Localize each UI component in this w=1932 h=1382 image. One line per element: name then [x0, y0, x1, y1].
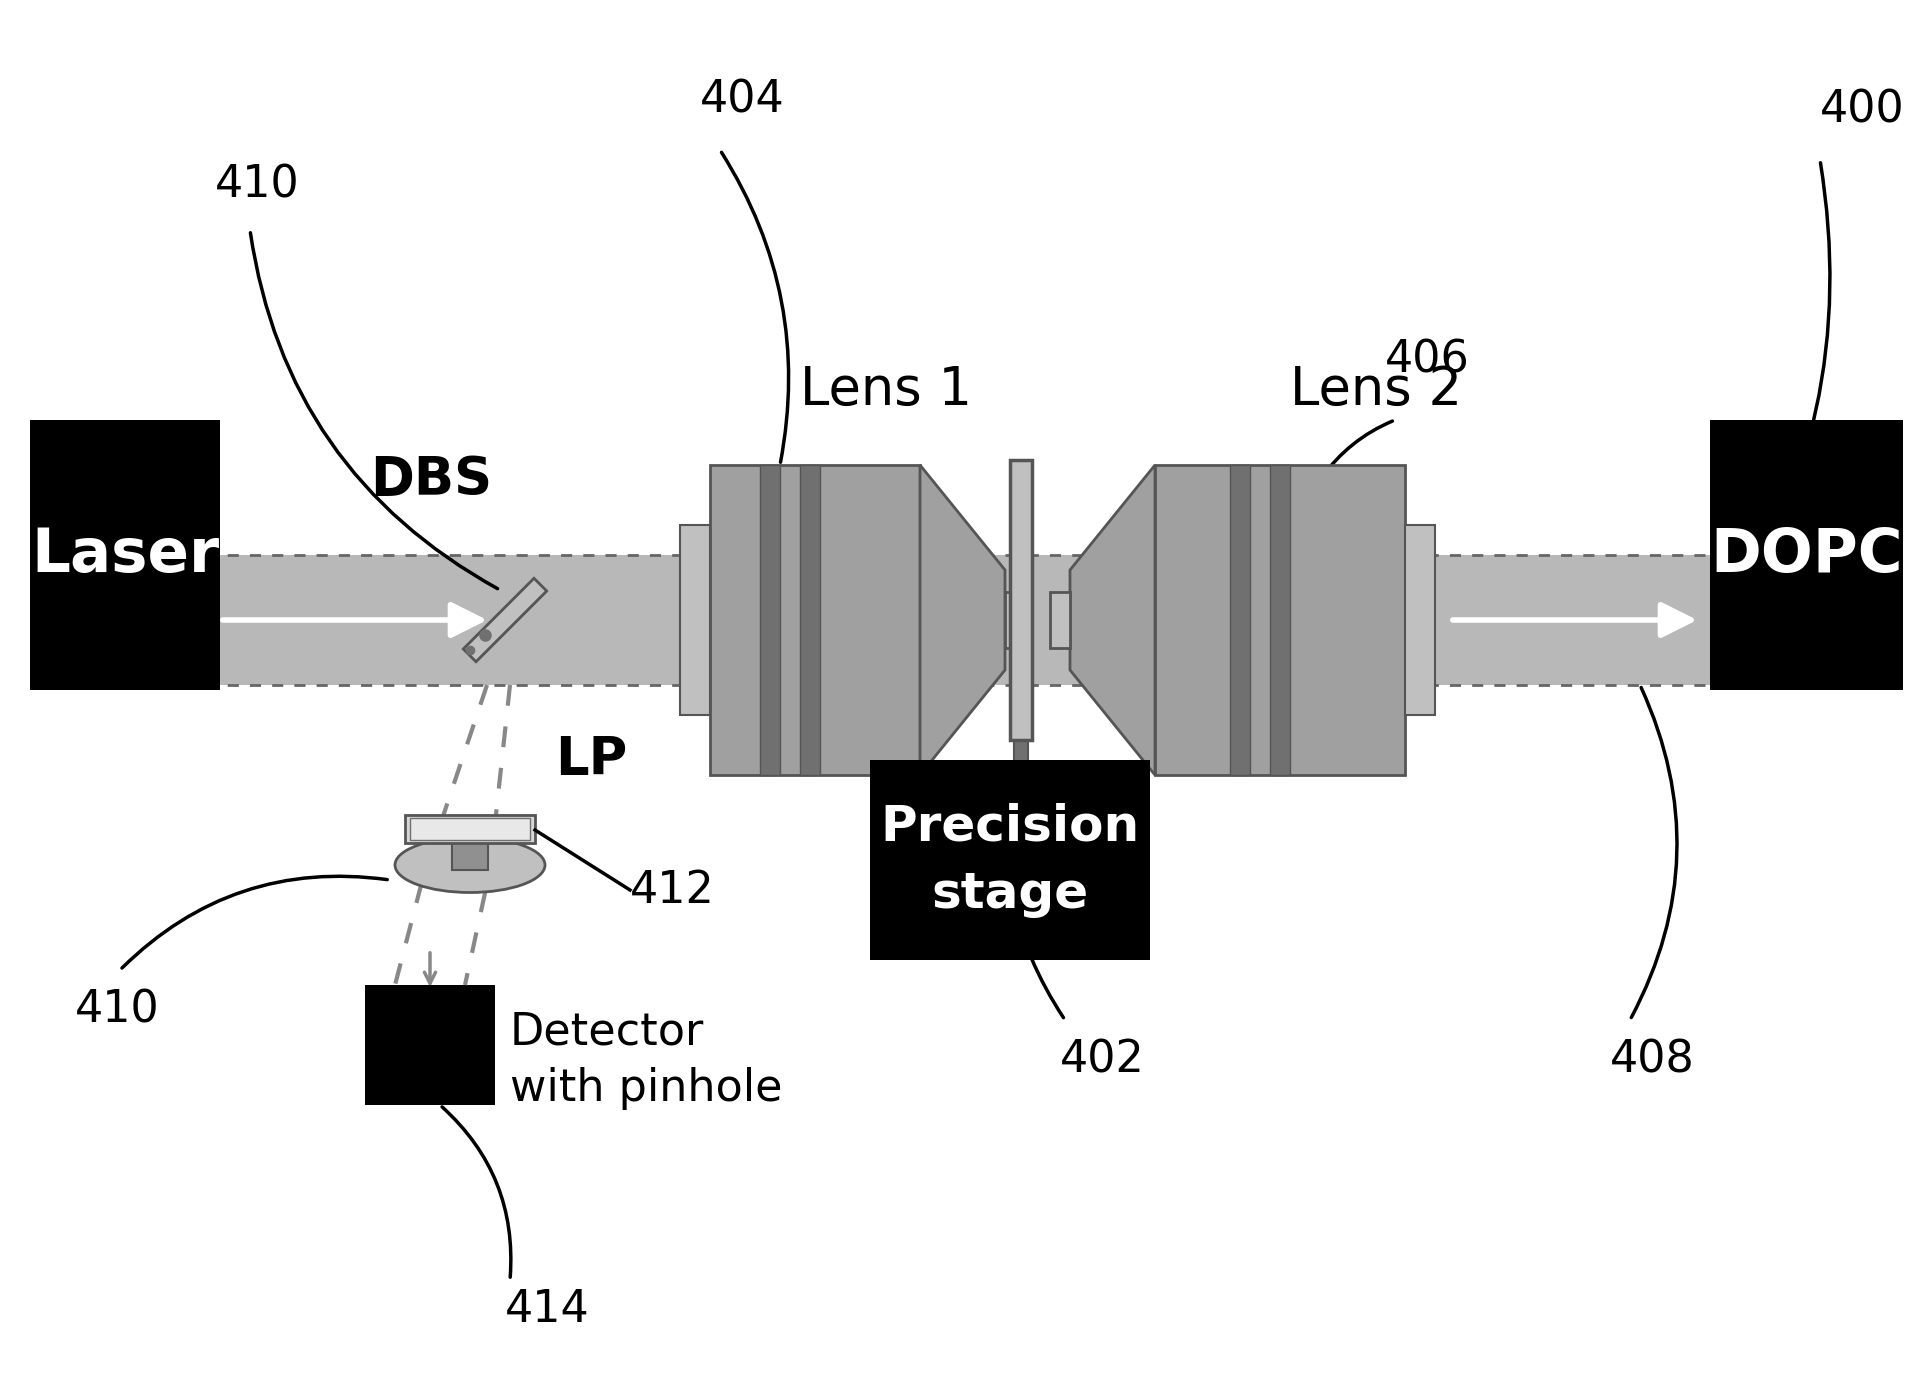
Bar: [1010, 460, 1032, 739]
Bar: [365, 985, 495, 1106]
Text: Lens 2: Lens 2: [1289, 363, 1461, 416]
Polygon shape: [1070, 464, 1155, 775]
Polygon shape: [464, 578, 547, 662]
Bar: [410, 818, 529, 840]
Bar: [452, 835, 487, 871]
Text: 410: 410: [75, 988, 160, 1031]
Text: Precision
stage: Precision stage: [879, 803, 1140, 918]
Bar: [1155, 464, 1405, 775]
Text: 402: 402: [1059, 1038, 1144, 1082]
Bar: [1405, 525, 1434, 714]
Ellipse shape: [394, 837, 545, 893]
Text: LP: LP: [554, 734, 626, 786]
Text: Laser: Laser: [31, 525, 218, 585]
Text: 400: 400: [1820, 88, 1903, 131]
Text: 412: 412: [630, 868, 715, 912]
Text: 406: 406: [1385, 339, 1468, 381]
Bar: [800, 464, 819, 775]
Text: Detector
with pinhole: Detector with pinhole: [510, 1010, 782, 1110]
Bar: [1710, 420, 1901, 690]
Text: 414: 414: [504, 1288, 589, 1331]
Text: 408: 408: [1609, 1038, 1694, 1082]
Text: DOPC: DOPC: [1710, 525, 1901, 585]
Bar: [31, 420, 220, 690]
Bar: [680, 525, 709, 714]
Text: Lens 1: Lens 1: [800, 363, 972, 416]
Bar: [869, 760, 1150, 960]
Bar: [709, 464, 920, 775]
Bar: [1269, 464, 1289, 775]
Bar: [1014, 739, 1028, 884]
Bar: [406, 815, 535, 843]
Text: DBS: DBS: [369, 455, 493, 506]
Bar: [205, 556, 1729, 685]
Polygon shape: [920, 464, 1005, 775]
Bar: [1049, 591, 1070, 648]
Text: 410: 410: [214, 163, 299, 206]
Bar: [759, 464, 781, 775]
Text: 404: 404: [699, 79, 784, 122]
Bar: [1005, 591, 1024, 648]
Bar: [1229, 464, 1250, 775]
